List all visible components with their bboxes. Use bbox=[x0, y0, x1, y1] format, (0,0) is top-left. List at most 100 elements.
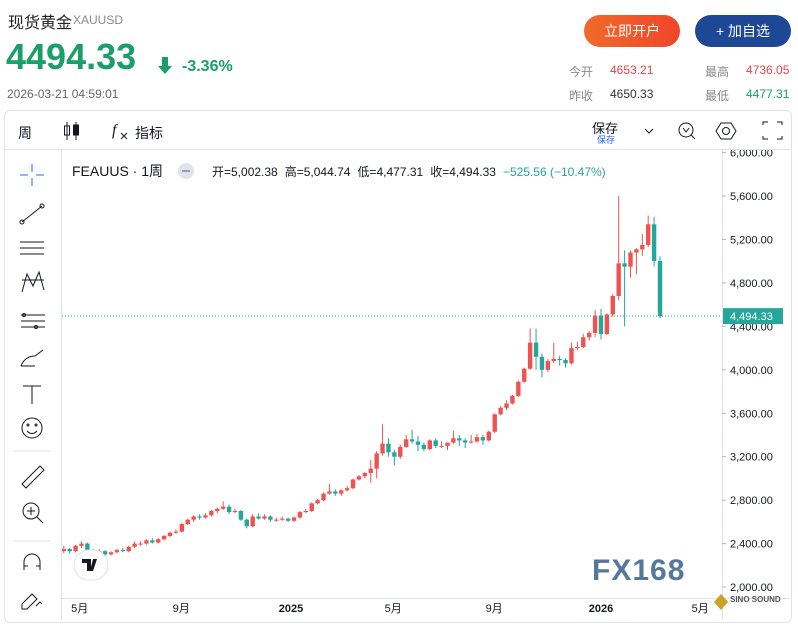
candle-body bbox=[62, 549, 66, 552]
stat-value: 4736.05 bbox=[746, 63, 790, 77]
ohlc-legend: −525.56 (−10.47%) bbox=[503, 165, 606, 179]
drawing-tools bbox=[14, 164, 50, 610]
candle-body bbox=[640, 244, 645, 250]
candle-body bbox=[114, 550, 120, 553]
x-tick-label: 9月 bbox=[486, 603, 503, 615]
candle-body bbox=[616, 263, 621, 296]
candle-type-button[interactable] bbox=[62, 120, 82, 142]
candle-body bbox=[262, 516, 267, 519]
toolbar-icons bbox=[644, 121, 783, 140]
instrument-name: 现货黄金 bbox=[8, 15, 73, 32]
candle-body bbox=[527, 342, 533, 369]
watermark: FX168 bbox=[592, 554, 685, 587]
svg-text:f: f bbox=[112, 122, 119, 139]
y-tick-label: 5,600.00 bbox=[730, 191, 773, 203]
candle-body bbox=[463, 440, 468, 443]
candle-body bbox=[657, 260, 663, 317]
candle-body bbox=[551, 358, 556, 362]
candle-body bbox=[73, 545, 78, 552]
candle-body bbox=[415, 441, 421, 445]
indicators-button[interactable]: 指标 bbox=[135, 125, 163, 141]
candle-body bbox=[344, 488, 350, 491]
down-arrow bbox=[158, 57, 172, 74]
candle-body bbox=[150, 540, 155, 543]
y-tick-label: 2,800.00 bbox=[730, 495, 773, 507]
y-tick-label: 2,400.00 bbox=[730, 539, 773, 551]
candle-body bbox=[268, 516, 273, 520]
candle-body bbox=[244, 519, 249, 527]
candle-body bbox=[403, 439, 409, 447]
candle-body bbox=[646, 224, 651, 245]
candle-body bbox=[563, 360, 568, 364]
watermark-logo bbox=[714, 594, 728, 610]
candle-body bbox=[392, 452, 397, 457]
candle-body bbox=[439, 445, 444, 447]
candle-body bbox=[539, 356, 545, 370]
candle-body bbox=[220, 506, 226, 509]
candle-body bbox=[161, 535, 167, 540]
candle-body bbox=[409, 439, 415, 442]
interval-button[interactable]: 周 bbox=[18, 125, 32, 141]
last-price-tag bbox=[723, 308, 783, 325]
candle-body bbox=[622, 263, 627, 267]
candle-body bbox=[421, 444, 427, 450]
stat-value: 4477.31 bbox=[746, 87, 790, 101]
candle-body bbox=[303, 511, 309, 513]
save-button[interactable]: 保存 bbox=[592, 121, 619, 136]
candle-body bbox=[533, 342, 539, 357]
candle-body bbox=[380, 443, 385, 454]
candle-body bbox=[427, 440, 432, 450]
stat-label: 最低 bbox=[705, 89, 730, 103]
candle-body bbox=[339, 490, 344, 494]
y-tick-label: 3,600.00 bbox=[730, 408, 773, 420]
candle-body bbox=[474, 437, 480, 442]
indicator-icon[interactable]: f bbox=[110, 120, 132, 142]
candle-body bbox=[504, 403, 509, 408]
y-tick-label: 5,200.00 bbox=[730, 234, 773, 246]
ohlc-legend: 高=5,044.74 bbox=[285, 164, 351, 179]
candle-body bbox=[368, 468, 373, 473]
candle-body bbox=[604, 314, 610, 334]
candle-body bbox=[126, 546, 131, 552]
candle-body bbox=[297, 512, 303, 518]
stat-label: 昨收 bbox=[569, 89, 594, 103]
candle-body bbox=[575, 347, 580, 349]
x-tick-label: 5月 bbox=[385, 603, 402, 615]
candle-body bbox=[486, 431, 492, 441]
candle-body bbox=[191, 516, 196, 520]
tv-logo-mark bbox=[82, 559, 97, 571]
x-tick-label: 2025 bbox=[279, 603, 303, 615]
candle-body bbox=[226, 506, 232, 513]
candle-body bbox=[215, 508, 220, 512]
last-price-label: 4,494.33 bbox=[730, 311, 773, 323]
candle-body bbox=[362, 472, 368, 477]
candle-body bbox=[197, 516, 202, 518]
ohlc-legend: 收=4,494.33 bbox=[430, 165, 496, 179]
candle-body bbox=[274, 519, 279, 521]
watermark-sub: SINO SOUND bbox=[730, 595, 781, 604]
candle-body bbox=[522, 368, 527, 382]
stat-value: 4650.33 bbox=[610, 87, 654, 101]
y-tick-label: 3,200.00 bbox=[730, 452, 773, 464]
candle-body bbox=[285, 518, 291, 521]
candle-body bbox=[291, 517, 297, 521]
candle-body bbox=[586, 332, 592, 338]
y-tick-label: 4,400.00 bbox=[730, 321, 773, 333]
candle-body bbox=[67, 549, 72, 552]
candle-body bbox=[433, 440, 438, 446]
open-account-button[interactable]: 立即开户 bbox=[584, 15, 680, 47]
candle-body bbox=[309, 503, 314, 512]
candle-body bbox=[173, 531, 179, 533]
candle-body bbox=[598, 315, 604, 334]
add-watch-button[interactable]: + 加自选 bbox=[695, 15, 791, 47]
candle-body bbox=[386, 443, 391, 453]
candle-body bbox=[610, 295, 615, 315]
price-chart: 2,000.00 2,400.00 2,800.00 3,200.00 3,600.00… bbox=[62, 150, 790, 620]
x-tick-label: 5月 bbox=[71, 603, 88, 615]
x-tick-label: 9月 bbox=[173, 603, 190, 615]
candle-body bbox=[350, 479, 356, 489]
save-sub: 保存 bbox=[597, 135, 616, 145]
instrument-symbol: XAUUSD bbox=[73, 13, 124, 27]
candle-body bbox=[238, 511, 244, 520]
candle-body bbox=[279, 518, 285, 520]
